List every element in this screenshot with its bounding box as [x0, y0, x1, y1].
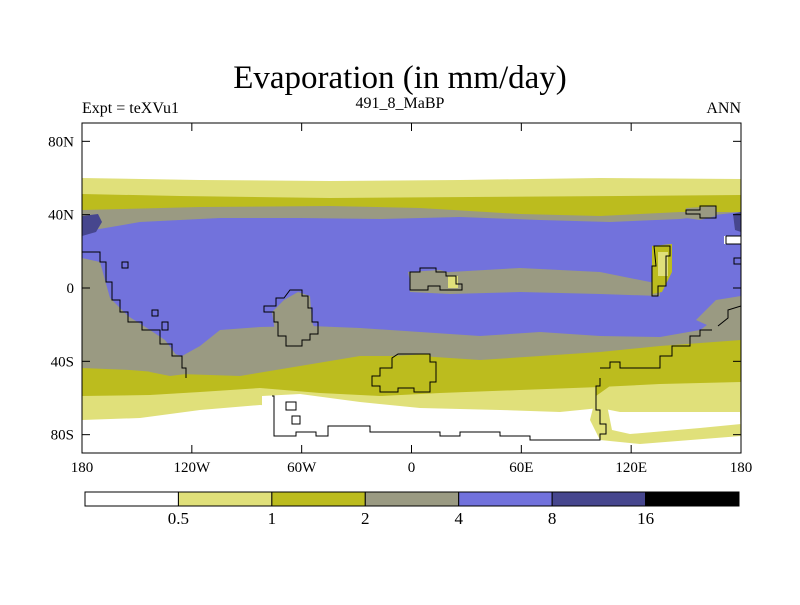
experiment-label: Expt = teXVu1 [82, 100, 179, 117]
coastline-south-america [263, 289, 319, 347]
colorbar-swatch [551, 491, 647, 507]
coastline-antarctica [272, 378, 607, 441]
coastlines [82, 205, 741, 441]
coastline-islands [121, 261, 169, 331]
colorbar-label: 8 [548, 509, 557, 528]
axis-ticks [81, 123, 742, 453]
evaporation-field [82, 123, 741, 453]
land-white-east [724, 236, 741, 244]
chart-title: Evaporation (in mm/day) [233, 60, 567, 96]
land-grey-south-america [272, 292, 318, 348]
x-tick-label: 120W [173, 460, 211, 476]
y-tick-label: 80N [48, 134, 74, 150]
y-tick-label: 40N [48, 208, 74, 224]
land-white-antarctica [82, 394, 741, 453]
coastline-west-block [82, 251, 187, 378]
coastline-northeast [685, 205, 717, 219]
colorbar-label: 2 [361, 509, 370, 528]
colorbar: 0.5 1 2 4 8 16 [84, 491, 740, 528]
colorbar-label: 0.5 [168, 509, 189, 528]
land-grey-east-coast [696, 296, 741, 330]
x-tick-label: 120E [615, 460, 647, 476]
land-green-southeast [596, 360, 741, 396]
y-axis-labels: 80N 40N 0 40S 80S [48, 134, 74, 443]
colorbar-swatch [364, 491, 460, 507]
colorbar-label: 16 [637, 509, 654, 528]
season-label: ANN [706, 100, 741, 117]
coastline-southeast [600, 329, 712, 369]
colorbar-label: 1 [268, 509, 277, 528]
colorbar-label: 4 [454, 509, 463, 528]
coastline-australia [371, 353, 437, 393]
y-tick-label: 0 [67, 281, 75, 297]
coastline-east-margin [717, 257, 741, 327]
x-tick-label: 60E [509, 460, 533, 476]
colorbar-swatch [271, 491, 366, 507]
x-tick-label: 0 [408, 460, 416, 476]
colorbar-swatch [645, 491, 740, 507]
y-tick-label: 80S [51, 428, 74, 444]
y-tick-label: 40S [51, 354, 74, 370]
colorbar-swatch [458, 491, 553, 507]
land-yellow-antarctica-edge [590, 396, 741, 444]
colorbar-swatch [177, 491, 273, 507]
coastline-antarctica-isle [285, 401, 301, 425]
land-grey-west [82, 258, 186, 376]
band-2-4-tongue [410, 268, 660, 296]
coastline-east-edge [725, 235, 741, 245]
coastline-africa [409, 267, 463, 291]
x-tick-label: 60W [287, 460, 317, 476]
band-8-16-west [82, 214, 102, 236]
band-8-16-east [733, 212, 741, 232]
land-green-australia [372, 354, 438, 392]
coastline-asia-strip [651, 245, 671, 297]
period-label: 491_8_MaBP [355, 95, 445, 112]
x-axis-labels: 180 120W 60W 0 60E 120E 180 [71, 460, 753, 476]
x-tick-label: 180 [71, 460, 94, 476]
colorbar-swatch [84, 491, 179, 507]
x-tick-label: 180 [730, 460, 753, 476]
